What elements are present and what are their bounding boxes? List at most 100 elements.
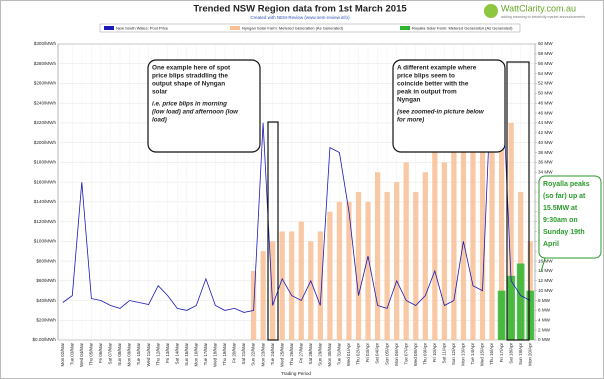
x-tick-label: Fri 20/Mar [232,342,237,363]
solar-bar [526,290,535,340]
x-tick-label: Tue 31/Mar [337,342,342,365]
y2-tick-label: 6 MW [538,308,551,313]
legend-swatch [104,26,114,30]
x-tick-label: Thu 12/Mar [155,342,160,365]
callout-box [392,59,506,153]
callout-box [538,175,602,259]
x-tick-label: Fri 27/Mar [298,342,303,363]
solar-bar [479,122,486,340]
solar-bar [308,241,314,340]
x-tick-label: Sun 29/Mar [318,342,323,365]
y-tick-label: $40/MWh [36,298,56,303]
callout-text: A different example where [397,65,477,72]
callout-note: i.e. price blips in morning [152,101,227,108]
price-line [62,63,531,313]
y-tick-label: $180/MWh [34,160,57,165]
x-tick-label: Wed 08/Apr [413,342,418,366]
x-tick-label: Tue 24/Mar [270,342,275,365]
x-tick-label: Tue 10/Mar [136,342,141,365]
solar-bar [336,201,343,340]
callout-note: (see zoomed-in picture below [397,109,485,116]
x-tick-label: Fri 06/Mar [98,342,103,363]
x-tick-label: Thu 19/Mar [222,342,227,365]
callout-text: 9:30am on [543,217,578,224]
y-tick-label: $0.00/MWh [33,337,57,342]
y-tick-label: $260/MWh [34,81,57,86]
x-tick-label: Mon 13/Apr [461,342,466,365]
callout-text: Nyngan [397,97,421,104]
x-tick-label: Sun 15/Mar [184,342,189,365]
x-tick-label: Wed 04/Mar [79,342,84,366]
solar-bar [279,231,285,340]
y2-tick-label: 14 MW [538,268,553,273]
y2-tick-label: 60 MW [538,41,553,46]
y2-tick-label: 54 MW [538,71,553,76]
x-tick-label: Tue 07/Apr [403,342,408,364]
y2-tick-label: 16 MW [538,258,553,263]
y2-tick-label: 52 MW [538,81,553,86]
logo-icon [484,4,498,18]
brand: WattClarity.com.au [501,3,576,13]
callout-text: coincide better with the [397,81,469,88]
y-tick-label: $60/MWh [36,278,56,283]
legend [99,23,521,33]
solar-bar [508,122,514,340]
y-tick-label: $280/MWh [34,61,57,66]
y-tick-label: $140/MWh [34,199,57,204]
y2-tick-label: 36 MW [538,160,553,165]
callout-text: output shape of Nyngan [152,81,225,88]
y-tick-label: $160/MWh [34,179,57,184]
solar-bar [451,142,457,340]
solar-bar [441,162,447,340]
y2-tick-label: 12 MW [538,278,553,283]
callout-box [147,59,261,153]
solar-bar [516,263,525,340]
y2-tick-label: 40 MW [538,140,553,145]
y-tick-label: $220/MWh [34,120,57,125]
x-tick-label: Mon 30/Mar [327,342,332,366]
x-tick-label: Mon 20/Apr [527,342,532,365]
x-tick-label: Tue 03/Mar [69,342,74,365]
legend-label: New South Wales: Pool Price [116,25,169,30]
x-tick-label: Sat 07/Mar [108,342,113,364]
x-tick-label: Tue 17/Mar [203,342,208,365]
y-tick-label: $100/MWh [34,239,57,244]
y2-tick-label: 46 MW [538,110,553,115]
x-tick-label: Sun 05/Apr [384,342,389,365]
solar-bar [497,290,506,340]
x-tick-label: Sat 11/Apr [442,342,447,363]
solar-bar [403,162,409,340]
x-tick-label: Sat 04/Apr [375,342,380,363]
y2-tick-label: 44 MW [538,120,553,125]
x-tick-label: Fri 13/Mar [165,342,170,363]
legend-label: Royalla Solar Farm: Metered Generation (… [412,25,513,30]
y2-tick-label: 50 MW [538,91,553,96]
solar-bar [384,192,390,340]
callout-text: peak in output from [397,89,457,96]
y-tick-label: $240/MWh [34,100,57,105]
x-tick-label: Fri 17/Apr [499,342,504,362]
solar-bar [260,251,266,340]
x-tick-label: Sun 22/Mar [251,342,256,365]
callout-arrow [540,257,546,273]
x-tick-label: Sun 08/Mar [117,342,122,365]
x-tick-label: Mon 09/Mar [127,342,132,366]
callout-text: 15.5MW at [543,205,578,212]
y2-tick-label: 38 MW [538,150,553,155]
y2-tick-label: 34 MW [538,169,553,174]
y-tick-label: $300/MWh [34,41,57,46]
x-tick-label: Thu 02/Apr [356,342,361,364]
legend-label: Nyngan Solar Farm: Metered Generation (A… [242,25,344,30]
y2-tick-label: 42 MW [538,130,553,135]
callout-note: load) [152,117,167,124]
solar-bar [374,172,381,340]
solar-bar [460,132,467,340]
callout-text: April [543,241,559,248]
callout-text: One example here of spot [152,65,231,72]
solar-bar [317,231,323,340]
y2-tick-label: 48 MW [538,100,553,105]
callout-bracket [267,121,279,341]
y2-tick-label: 4 MW [538,317,551,322]
x-tick-label: Wed 18/Mar [213,342,218,366]
